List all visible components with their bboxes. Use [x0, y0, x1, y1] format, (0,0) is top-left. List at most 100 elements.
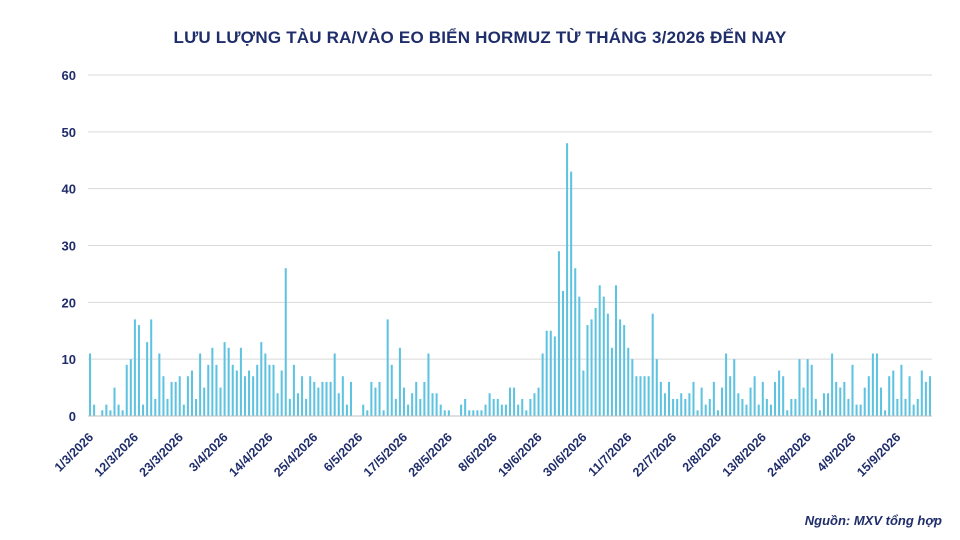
- bar: [598, 285, 601, 416]
- bar: [835, 381, 838, 416]
- bar: [496, 398, 499, 416]
- bar: [716, 410, 719, 416]
- bar: [761, 381, 764, 416]
- x-tick-label: 1/3/2026: [52, 430, 96, 474]
- bar: [545, 330, 548, 416]
- bar: [248, 370, 251, 416]
- bar: [924, 381, 927, 416]
- bar: [900, 364, 903, 416]
- bar: [166, 398, 169, 416]
- x-tick-label: 3/4/2026: [186, 430, 230, 474]
- bar: [798, 359, 801, 416]
- bar: [692, 381, 695, 416]
- bar: [537, 387, 540, 416]
- bar: [484, 404, 487, 416]
- x-tick-label: 28/5/2026: [406, 430, 455, 479]
- bar: [553, 336, 556, 416]
- bar: [154, 398, 157, 416]
- bar: [174, 381, 177, 416]
- bar: [305, 398, 308, 416]
- bar: [276, 393, 279, 416]
- bar: [280, 370, 283, 416]
- x-tick-label: 6/5/2026: [321, 430, 365, 474]
- bar: [472, 410, 475, 416]
- bar: [109, 410, 112, 416]
- bar: [121, 410, 124, 416]
- bar: [549, 330, 552, 416]
- bar: [435, 393, 438, 416]
- bar: [284, 268, 287, 416]
- bar: [769, 404, 772, 416]
- bar: [374, 387, 377, 416]
- bar: [268, 364, 271, 416]
- x-tick-label: 12/3/2026: [92, 430, 141, 479]
- bar: [178, 376, 181, 416]
- bar: [774, 381, 777, 416]
- bar: [504, 404, 507, 416]
- gridlines: [88, 74, 932, 360]
- bar: [402, 387, 406, 416]
- bar: [794, 398, 797, 416]
- bar: [313, 381, 316, 416]
- bar: [920, 370, 923, 416]
- bar: [606, 313, 609, 416]
- bar: [635, 376, 638, 416]
- x-tick-label: 8/6/2026: [455, 430, 499, 474]
- y-tick-label: 50: [62, 125, 76, 140]
- bar: [867, 376, 870, 416]
- bar: [619, 319, 622, 416]
- bar: [150, 319, 153, 416]
- bar: [415, 381, 418, 416]
- bar: [386, 319, 389, 416]
- bar: [272, 364, 275, 416]
- bar: [256, 364, 259, 416]
- bar: [871, 353, 874, 416]
- bar: [394, 398, 397, 416]
- bar: [492, 398, 495, 416]
- bar: [525, 410, 528, 416]
- bar: [235, 370, 238, 416]
- bar: [884, 410, 887, 416]
- bar: [325, 381, 328, 416]
- bar: [500, 404, 503, 416]
- bar: [590, 319, 593, 416]
- bar: [309, 376, 312, 416]
- bar: [362, 404, 365, 416]
- bar: [105, 404, 108, 416]
- bar: [333, 353, 336, 416]
- bars: [89, 143, 931, 416]
- bar: [745, 404, 748, 416]
- bar: [423, 381, 426, 416]
- bar: [443, 410, 446, 416]
- bar: [513, 387, 516, 416]
- bar: [672, 398, 675, 416]
- bar: [647, 376, 650, 416]
- bar: [582, 370, 585, 416]
- bar: [928, 376, 931, 416]
- x-tick-label: 14/4/2026: [226, 430, 275, 479]
- bar: [696, 410, 699, 416]
- bar: [602, 296, 605, 416]
- bar: [292, 364, 295, 416]
- bar: [725, 353, 728, 416]
- bar: [790, 398, 793, 416]
- bar: [859, 404, 862, 416]
- bar: [317, 387, 320, 416]
- bar: [223, 342, 226, 416]
- x-tick-label: 13/8/2026: [720, 430, 769, 479]
- bar: [757, 404, 760, 416]
- bar: [101, 410, 104, 416]
- bar: [288, 398, 291, 416]
- bar: [688, 393, 691, 416]
- bar: [676, 398, 679, 416]
- chart-title: LƯU LƯỢNG TÀU RA/VÀO EO BIỂN HORMUZ TỪ T…: [173, 28, 787, 47]
- bar: [195, 398, 198, 416]
- bar: [125, 364, 128, 416]
- bar: [329, 381, 332, 416]
- x-tick-label: 4/9/2026: [814, 430, 858, 474]
- bar: [207, 364, 210, 416]
- bar: [896, 398, 899, 416]
- bar: [655, 359, 658, 416]
- bar: [916, 398, 919, 416]
